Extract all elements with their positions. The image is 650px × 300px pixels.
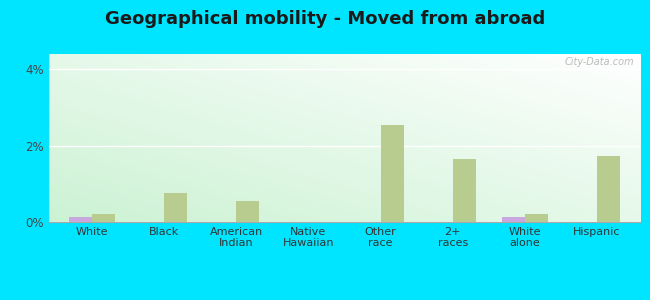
Bar — [452, 159, 476, 222]
Bar — [380, 124, 404, 222]
Bar — [237, 201, 259, 222]
Bar — [525, 214, 548, 222]
Bar — [502, 218, 525, 222]
Bar — [597, 156, 620, 222]
Bar — [69, 218, 92, 222]
Text: Geographical mobility - Moved from abroad: Geographical mobility - Moved from abroa… — [105, 11, 545, 28]
Bar — [164, 194, 187, 222]
Bar — [92, 214, 115, 222]
Text: City-Data.com: City-Data.com — [565, 57, 634, 68]
